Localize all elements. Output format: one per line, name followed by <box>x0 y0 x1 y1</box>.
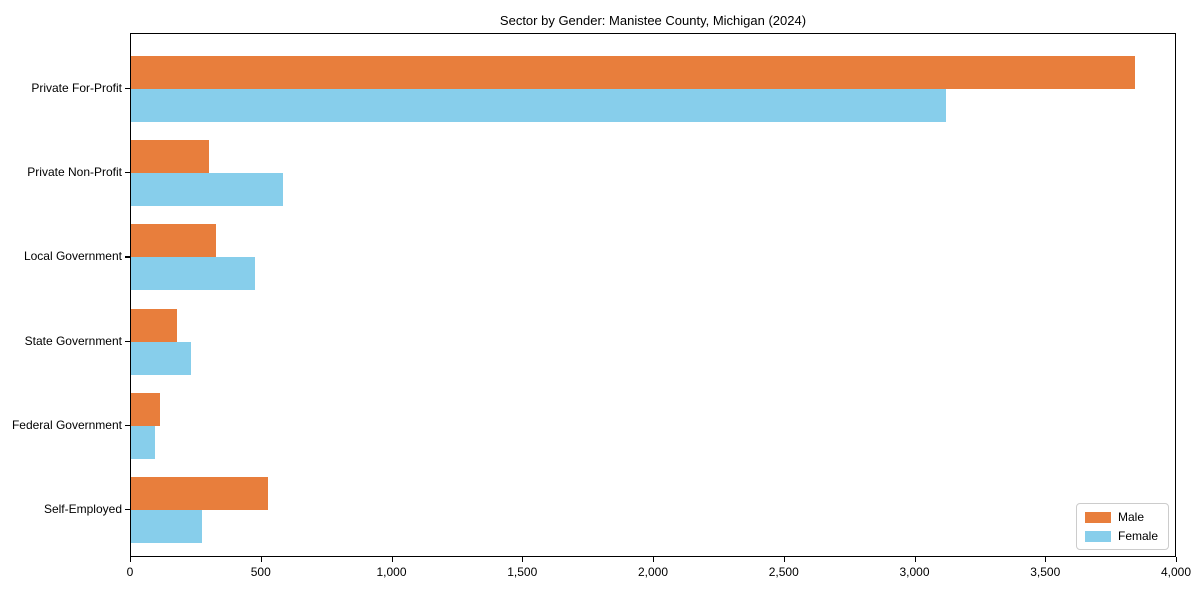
x-axis-label-7: 3,000 <box>899 565 930 579</box>
plot-area: Male Female <box>130 33 1176 557</box>
x-tick-mark <box>914 557 916 562</box>
x-tick-mark <box>522 557 524 562</box>
y-axis-label-4: State Government <box>24 333 122 348</box>
x-tick-mark <box>391 557 393 562</box>
legend: Male Female <box>1075 503 1169 550</box>
bar-female-2 <box>131 173 283 207</box>
x-axis-label-2: 500 <box>250 565 271 579</box>
x-tick-mark <box>130 557 132 562</box>
x-tick-mark <box>1176 557 1178 562</box>
y-axis-label-3: Local Government <box>23 249 122 264</box>
y-tick-mark <box>125 88 130 90</box>
x-tick-mark <box>1045 557 1047 562</box>
bar-female-6 <box>131 510 202 543</box>
legend-label-male: Male <box>1117 510 1144 524</box>
x-axis-label-8: 3,500 <box>1030 565 1061 579</box>
legend-label-female: Female <box>1117 529 1158 543</box>
legend-entry-female: Female <box>1084 529 1158 543</box>
legend-entry-male: Male <box>1084 510 1158 524</box>
bar-female-4 <box>131 341 192 375</box>
y-tick-mark <box>125 172 130 174</box>
bar-male-6 <box>131 477 269 510</box>
male-series-swatch-icon <box>1084 511 1111 523</box>
bar-male-4 <box>131 308 177 342</box>
bar-male-5 <box>131 392 160 426</box>
x-axis-label-3: 1,000 <box>376 565 407 579</box>
x-axis-label-6: 2,500 <box>768 565 799 579</box>
y-tick-mark <box>125 256 130 258</box>
y-axis-label-5: Federal Government <box>11 417 122 432</box>
bar-female-1 <box>131 89 946 122</box>
bar-female-5 <box>131 425 155 459</box>
x-axis-label-4: 1,500 <box>507 565 538 579</box>
bar-male-1 <box>131 56 1136 89</box>
y-axis-label-1: Private For-Profit <box>31 81 122 95</box>
x-tick-mark <box>653 557 655 562</box>
bar-male-2 <box>131 140 210 174</box>
x-axis-label-9: 4,000 <box>1160 565 1192 579</box>
x-tick-mark <box>260 557 262 562</box>
y-tick-mark <box>125 340 130 342</box>
y-axis-label-2: Private Non-Profit <box>27 165 122 180</box>
chart-title: Sector by Gender: Manistee County, Michi… <box>499 13 807 28</box>
y-tick-mark <box>125 509 130 511</box>
x-axis-label-1: 0 <box>126 565 134 579</box>
y-axis-label-6: Self-Employed <box>43 502 122 516</box>
y-tick-mark <box>125 424 130 426</box>
bar-female-3 <box>131 257 256 291</box>
bar-male-3 <box>131 224 216 258</box>
x-axis-label-5: 2,000 <box>637 565 669 579</box>
x-tick-mark <box>783 557 785 562</box>
female-series-swatch-icon <box>1084 530 1111 542</box>
